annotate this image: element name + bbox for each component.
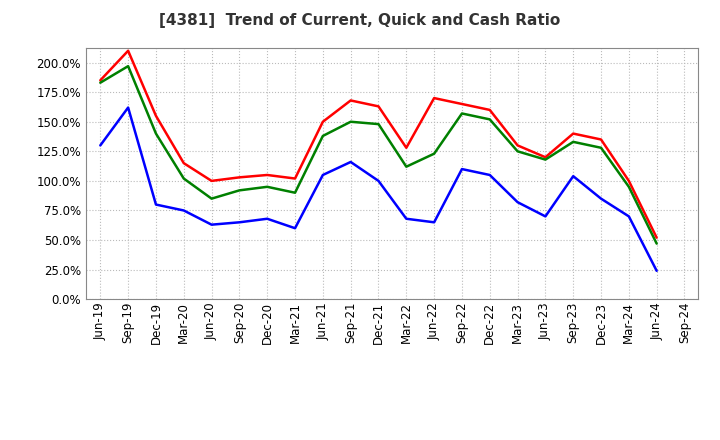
Current Ratio bbox=[597, 137, 606, 142]
Current Ratio bbox=[458, 101, 467, 106]
Cash Ratio bbox=[346, 159, 355, 165]
Quick Ratio bbox=[374, 121, 383, 127]
Current Ratio bbox=[207, 178, 216, 183]
Current Ratio bbox=[235, 175, 243, 180]
Cash Ratio bbox=[652, 268, 661, 273]
Cash Ratio bbox=[318, 172, 327, 178]
Quick Ratio bbox=[152, 131, 161, 136]
Quick Ratio bbox=[124, 63, 132, 69]
Cash Ratio bbox=[374, 178, 383, 183]
Quick Ratio bbox=[318, 133, 327, 139]
Current Ratio bbox=[318, 119, 327, 125]
Current Ratio bbox=[513, 143, 522, 148]
Current Ratio bbox=[569, 131, 577, 136]
Quick Ratio bbox=[291, 190, 300, 195]
Cash Ratio bbox=[179, 208, 188, 213]
Cash Ratio bbox=[485, 172, 494, 178]
Current Ratio bbox=[124, 48, 132, 53]
Quick Ratio bbox=[652, 241, 661, 246]
Quick Ratio bbox=[179, 176, 188, 181]
Cash Ratio bbox=[124, 105, 132, 110]
Quick Ratio bbox=[458, 111, 467, 116]
Line: Cash Ratio: Cash Ratio bbox=[100, 107, 657, 271]
Cash Ratio bbox=[235, 220, 243, 225]
Quick Ratio bbox=[263, 184, 271, 190]
Current Ratio bbox=[152, 113, 161, 118]
Quick Ratio bbox=[430, 151, 438, 156]
Cash Ratio bbox=[152, 202, 161, 207]
Line: Current Ratio: Current Ratio bbox=[100, 51, 657, 238]
Current Ratio bbox=[402, 145, 410, 150]
Cash Ratio bbox=[513, 200, 522, 205]
Cash Ratio bbox=[207, 222, 216, 227]
Quick Ratio bbox=[485, 117, 494, 122]
Cash Ratio bbox=[96, 143, 104, 148]
Current Ratio bbox=[263, 172, 271, 178]
Cash Ratio bbox=[402, 216, 410, 221]
Current Ratio bbox=[96, 78, 104, 83]
Current Ratio bbox=[485, 107, 494, 113]
Quick Ratio bbox=[207, 196, 216, 201]
Cash Ratio bbox=[624, 214, 633, 219]
Cash Ratio bbox=[430, 220, 438, 225]
Quick Ratio bbox=[235, 188, 243, 193]
Quick Ratio bbox=[513, 149, 522, 154]
Cash Ratio bbox=[291, 226, 300, 231]
Quick Ratio bbox=[541, 157, 550, 162]
Cash Ratio bbox=[263, 216, 271, 221]
Current Ratio bbox=[179, 161, 188, 166]
Current Ratio bbox=[291, 176, 300, 181]
Quick Ratio bbox=[346, 119, 355, 125]
Current Ratio bbox=[374, 104, 383, 109]
Quick Ratio bbox=[96, 80, 104, 85]
Quick Ratio bbox=[569, 139, 577, 144]
Current Ratio bbox=[652, 235, 661, 240]
Current Ratio bbox=[541, 154, 550, 160]
Text: [4381]  Trend of Current, Quick and Cash Ratio: [4381] Trend of Current, Quick and Cash … bbox=[159, 13, 561, 28]
Current Ratio bbox=[346, 98, 355, 103]
Current Ratio bbox=[430, 95, 438, 101]
Quick Ratio bbox=[624, 184, 633, 190]
Cash Ratio bbox=[597, 196, 606, 201]
Cash Ratio bbox=[569, 173, 577, 179]
Cash Ratio bbox=[541, 214, 550, 219]
Quick Ratio bbox=[402, 164, 410, 169]
Legend: Current Ratio, Quick Ratio, Cash Ratio: Current Ratio, Quick Ratio, Cash Ratio bbox=[193, 436, 592, 440]
Current Ratio bbox=[624, 178, 633, 183]
Cash Ratio bbox=[458, 166, 467, 172]
Quick Ratio bbox=[597, 145, 606, 150]
Line: Quick Ratio: Quick Ratio bbox=[100, 66, 657, 244]
